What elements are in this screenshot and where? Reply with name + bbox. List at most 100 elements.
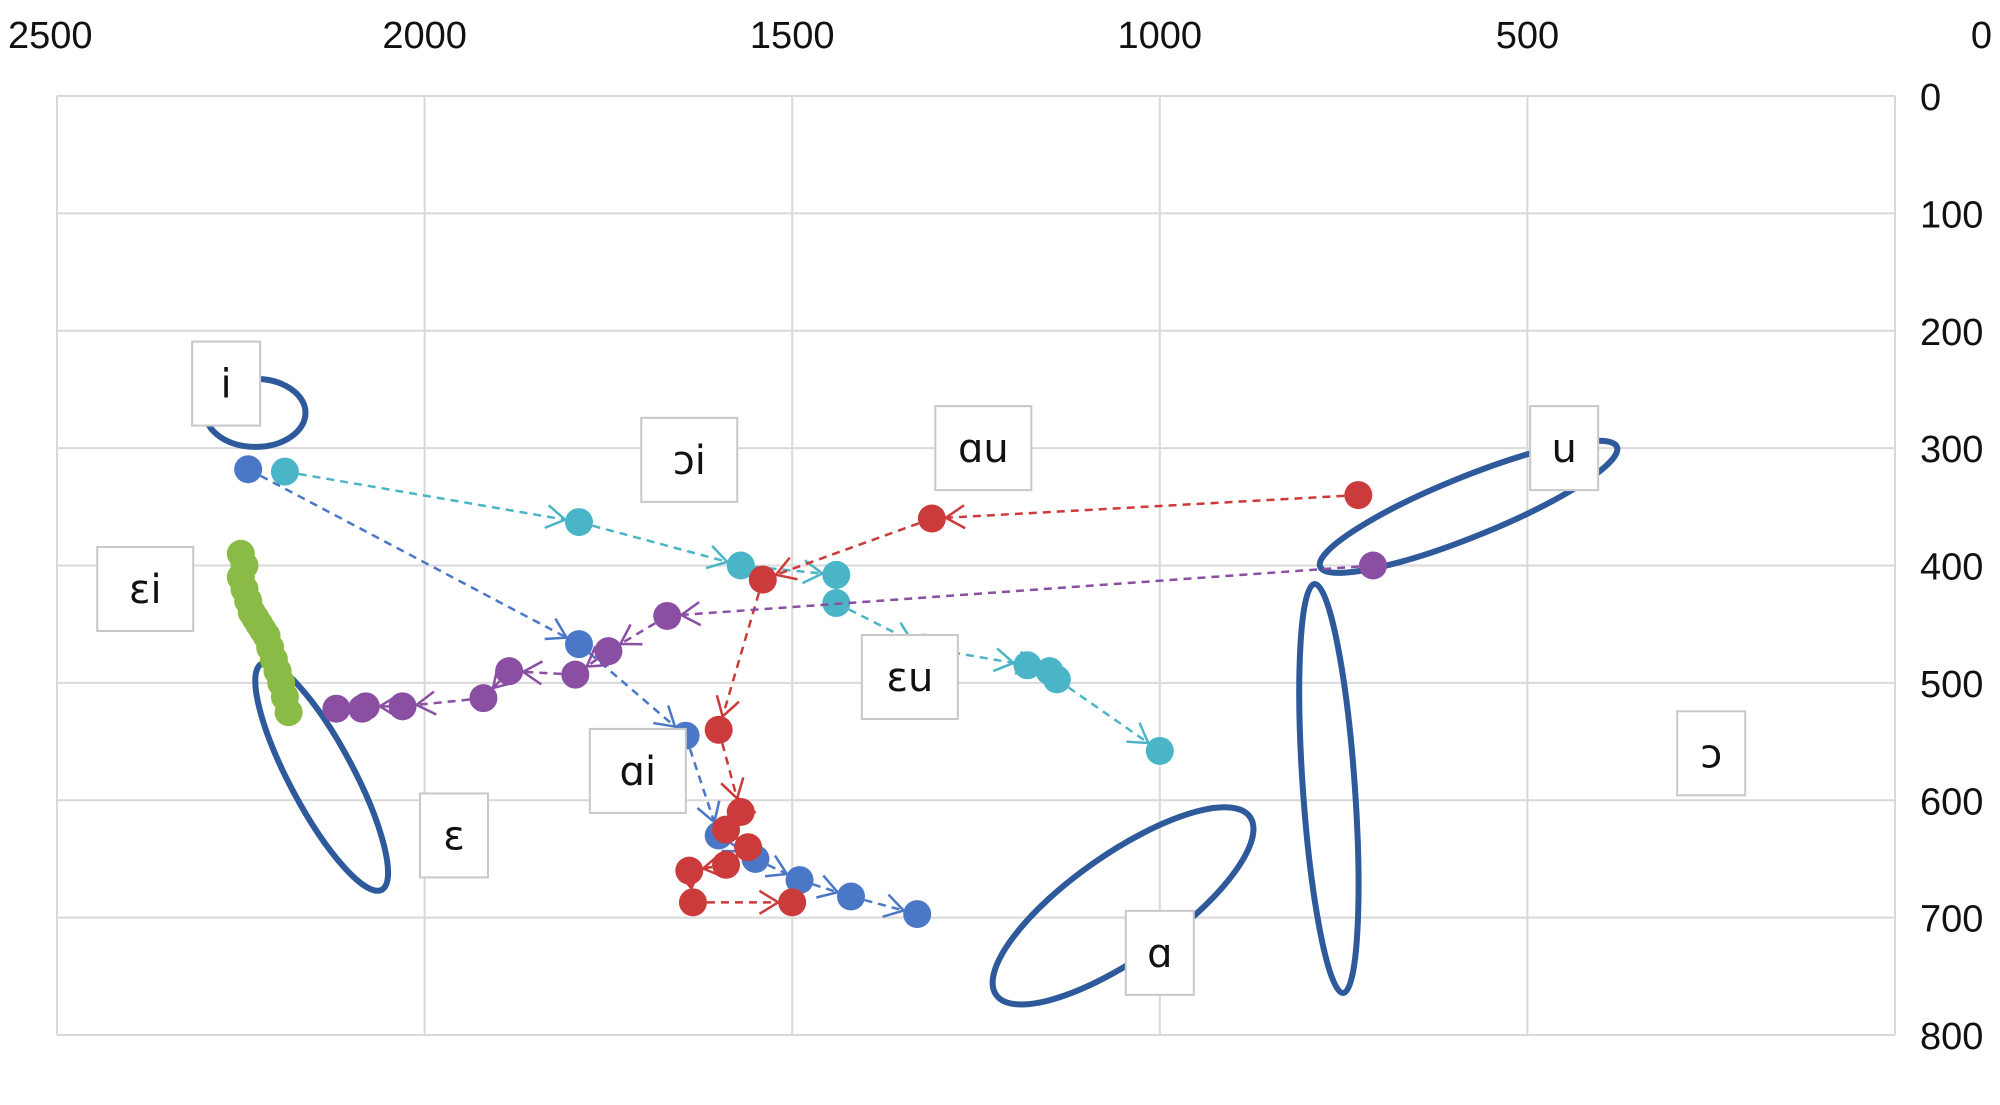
trajectory-arrow [774, 556, 791, 576]
data-point [1013, 651, 1042, 680]
vowel-label-box [191, 340, 262, 427]
trajectory-segment [835, 601, 926, 649]
trajectory-arrow [945, 504, 965, 519]
vowel-label-text: ɛu [886, 655, 933, 701]
data-point [822, 560, 851, 589]
vowel-label-text: ɔi [673, 438, 706, 484]
y-tick-label: 0 [1920, 77, 1941, 119]
vowel-target-ellipse [252, 659, 392, 894]
x-tick-label: 500 [1496, 15, 1559, 57]
vowel-label-box [96, 545, 195, 632]
vowel-label-text: u [1551, 426, 1576, 472]
trajectory-arrow [547, 504, 567, 521]
vowel-label: ɔi [640, 416, 739, 503]
vowel-label-text: ɑi [620, 749, 657, 795]
vowel-label: i [191, 340, 262, 427]
trajectory-arrow [992, 661, 1015, 673]
y-tick-label: 200 [1920, 312, 1983, 354]
y-tick-label: 400 [1920, 547, 1983, 589]
trajectory-arrow [720, 782, 738, 800]
trajectory-ua [675, 481, 1373, 917]
trajectory-segment [247, 468, 580, 646]
trajectory-arrow [996, 647, 1015, 664]
x-tick-label: 2000 [382, 15, 467, 57]
vowel-label: ɑi [588, 727, 687, 814]
trajectory-arrow [667, 705, 677, 727]
vowel-label-box [640, 416, 739, 503]
data-point [712, 850, 741, 879]
data-point [561, 660, 590, 689]
trajectory-arrow [945, 516, 966, 530]
x-axis-ticks: 2500 2000 1500 1000 500 0 [8, 15, 1992, 57]
data-point [274, 698, 303, 727]
data-point [270, 457, 299, 486]
vowel-label: ɛu [860, 634, 959, 721]
trajectory-arrow [554, 618, 568, 639]
trajectory-arrow [680, 613, 702, 627]
trajectory-segment [509, 669, 576, 676]
trajectory-arrow [735, 777, 745, 799]
trajectory-arrow [721, 700, 740, 718]
data-point [1145, 736, 1174, 765]
trajectory-arrow [715, 694, 724, 717]
y-tick-label: 300 [1920, 429, 1983, 471]
trajectory-arrow [680, 601, 700, 616]
trajectory-segment [667, 564, 1374, 618]
data-point [726, 551, 755, 580]
y-axis-ticks: 0 100 200 300 400 500 600 700 800 [1920, 77, 1983, 1058]
data-point [234, 455, 263, 484]
data-point [653, 601, 682, 630]
trajectory-segment [1056, 678, 1161, 752]
vowel-label-box [860, 634, 959, 721]
data-point [903, 900, 932, 929]
vowel-label-text: ɑ [1147, 931, 1172, 977]
data-point [1042, 665, 1071, 694]
trajectory-arrow [758, 889, 779, 904]
trajectory-io [270, 457, 1174, 765]
trajectory-arrow [1138, 722, 1150, 744]
vowel-label-text: ɑu [958, 426, 1009, 472]
data-point [837, 882, 866, 911]
trajectory-arrow [544, 518, 566, 530]
trajectory-arrow [773, 854, 788, 875]
vowel-label: u [1529, 405, 1600, 492]
trajectory-arrow [887, 893, 905, 912]
trajectory-arrow [415, 690, 435, 706]
y-tick-label: 600 [1920, 781, 1983, 823]
grid [56, 95, 1896, 1036]
trajectory-arrow [1126, 740, 1149, 745]
trajectory-arrow [544, 636, 567, 641]
vowel-label-text: i [221, 362, 232, 408]
trajectory-arrow [619, 623, 632, 645]
trajectory-segment [717, 579, 764, 731]
trajectory-arrow [764, 872, 788, 878]
trajectory-uE [322, 551, 1388, 723]
trajectories [226, 455, 1388, 929]
vowel-label: ɑu [934, 405, 1033, 492]
trajectory-arrow [585, 645, 597, 668]
trajectory-arrow [653, 721, 676, 728]
trajectory-arrow [822, 874, 839, 894]
data-point [734, 833, 763, 862]
vowel-target-ellipse [1316, 437, 1621, 576]
vowel-label: ɛi [96, 545, 195, 632]
trajectory-arrow [713, 800, 721, 823]
data-point [348, 694, 377, 723]
vowel-label: ɔ [1676, 710, 1747, 797]
data-point [1344, 481, 1373, 510]
vowel-label: ɛ [419, 792, 490, 879]
data-point [785, 866, 814, 895]
data-point [564, 630, 593, 659]
x-tick-label: 1500 [750, 15, 835, 57]
data-point [748, 565, 777, 594]
trajectory-arrow [711, 545, 729, 563]
trajectory-segment [684, 735, 720, 836]
y-tick-label: 700 [1920, 899, 1983, 941]
trajectory-segment [578, 520, 742, 567]
vowel-label-box [1529, 405, 1600, 492]
trajectory-segment [578, 643, 687, 737]
vowel-target-ellipse [1296, 581, 1362, 997]
vowel-label-box [419, 792, 490, 879]
trajectory-arrow [586, 663, 609, 668]
